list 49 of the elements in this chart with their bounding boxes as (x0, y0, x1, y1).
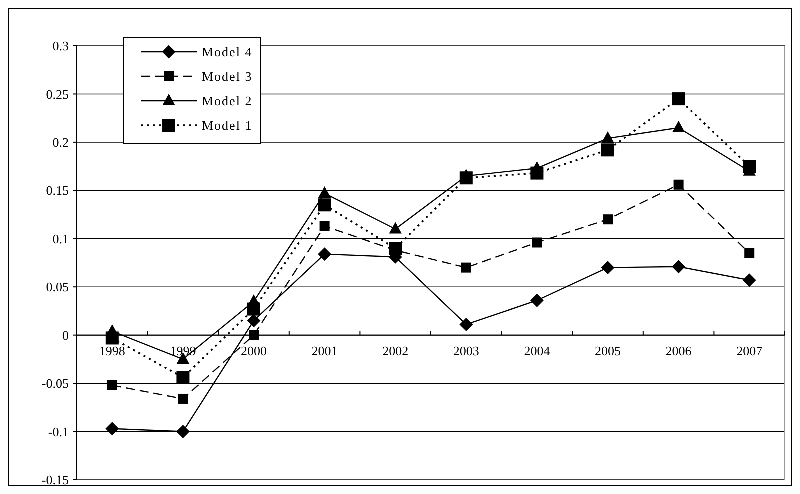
point (178, 394, 188, 404)
x-tick-label: 2000 (241, 343, 267, 358)
y-tick-label: 0 (62, 328, 69, 343)
point (320, 221, 330, 232)
point (602, 144, 614, 157)
point (674, 180, 684, 190)
y-tick-label: 0.2 (52, 134, 69, 150)
point (107, 380, 118, 390)
point (318, 198, 332, 212)
y-tick-label: 0.05 (46, 280, 69, 295)
x-tick-label: 2004 (524, 343, 551, 358)
x-tick-label: 1998 (99, 343, 126, 358)
point (176, 425, 190, 438)
x-tick-label: 2005 (595, 343, 621, 358)
x-tick-label: 2007 (736, 343, 764, 358)
point (248, 314, 260, 328)
legend-label: Model 3 (202, 69, 253, 84)
x-tick-label: 2003 (453, 343, 480, 358)
point (744, 248, 755, 258)
y-tick-label: 0.15 (46, 183, 69, 198)
point (318, 248, 332, 261)
x-tick-label: 2001 (312, 343, 338, 358)
point (672, 260, 686, 274)
legend-label: Model 1 (202, 118, 253, 134)
point (318, 187, 331, 198)
point (390, 222, 402, 234)
point (461, 262, 472, 273)
point (176, 371, 190, 384)
point (530, 294, 544, 308)
y-tick-label: 0.25 (46, 86, 69, 102)
y-tick-label: -0.05 (42, 376, 69, 392)
legend-label: Model 4 (202, 44, 253, 60)
point (602, 132, 614, 144)
point (672, 121, 685, 132)
legend-label: Model 2 (202, 94, 253, 109)
point (743, 274, 756, 287)
point (603, 214, 613, 225)
point (106, 422, 119, 436)
point (602, 261, 614, 274)
y-tick-label: 0.1 (52, 231, 69, 246)
y-tick-label: 0.3 (52, 38, 69, 54)
x-tick-label: 2006 (666, 343, 692, 358)
x-tick-label: 2002 (382, 343, 409, 358)
point (672, 92, 686, 106)
y-tick-label: -0.1 (48, 424, 69, 440)
point (460, 318, 473, 332)
point (249, 330, 259, 340)
y-tick-label: -0.15 (42, 472, 69, 488)
point (532, 238, 542, 248)
